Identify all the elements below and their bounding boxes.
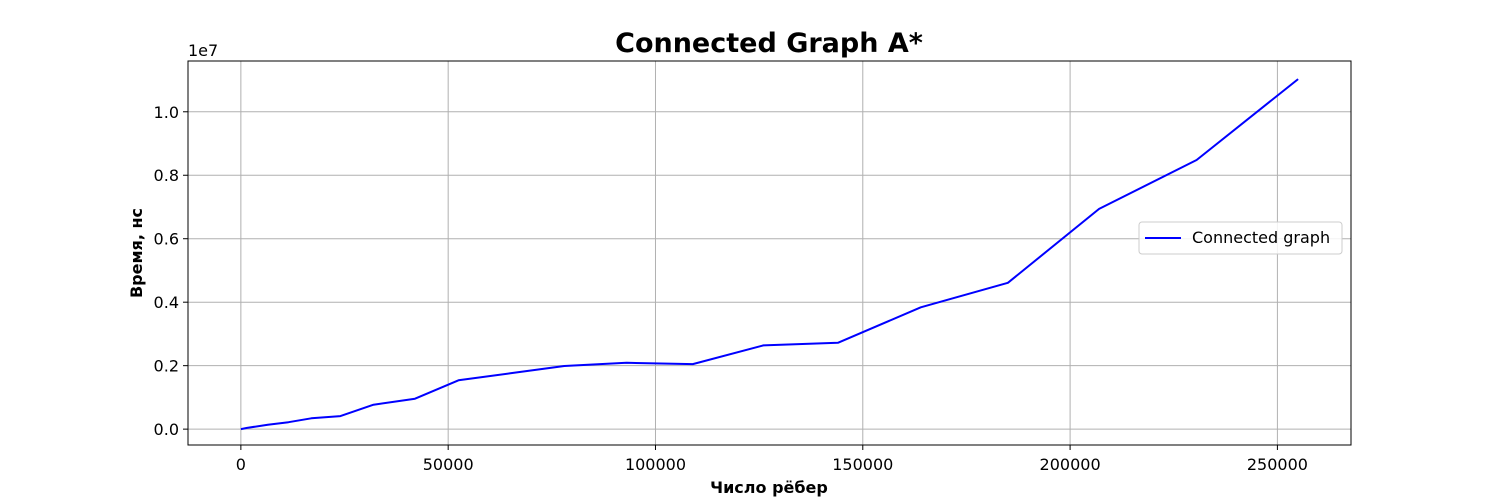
y-tick-label: 0.6: [154, 230, 179, 249]
series-layer: [240, 78, 1299, 431]
y-tick-label: 0.0: [154, 420, 179, 439]
y-tick-label: 0.8: [154, 166, 179, 185]
x-tick-label: 150000: [832, 455, 893, 474]
x-tick-label: 100000: [625, 455, 686, 474]
x-tick-label: 250000: [1247, 455, 1308, 474]
x-tick-label: 50000: [423, 455, 474, 474]
y-tick-label: 0.2: [154, 357, 179, 376]
chart-title: Connected Graph A*: [615, 28, 923, 59]
y-axis-title: Время, нс: [127, 208, 146, 298]
axis-ticks: 0 50000 100000 150000 200000 250000 0.0 0.2 0.4 0…: [154, 103, 1308, 474]
legend-box: [1138, 221, 1343, 255]
legend-label-connected-graph: Connected graph: [1192, 228, 1330, 247]
y-tick-label: 1.0: [154, 103, 179, 122]
plot-frame: [187, 60, 1352, 446]
y-tick-label: 0.4: [154, 293, 179, 312]
series-line-connected-graph: [240, 78, 1299, 431]
legend: Connected graph: [1138, 221, 1343, 255]
x-tick-label: 0: [236, 455, 246, 474]
y-axis-offset-label: 1e7: [188, 41, 218, 60]
x-tick-label: 200000: [1040, 455, 1101, 474]
x-axis-title: Число рёбер: [710, 478, 828, 497]
